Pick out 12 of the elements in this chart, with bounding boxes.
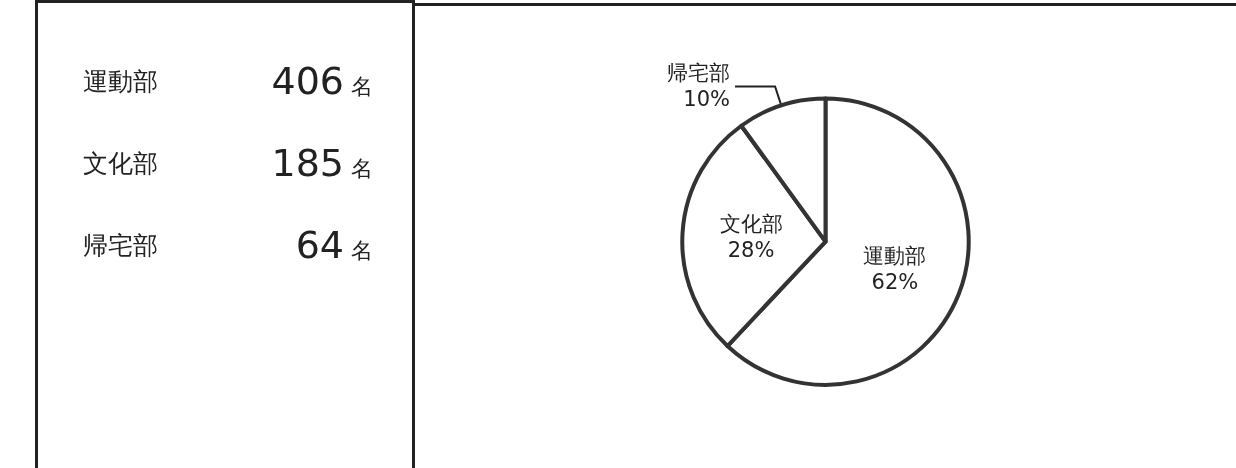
category-label: 帰宅部 (83, 229, 158, 262)
data-label: 406 名 (271, 59, 373, 103)
data-label: 62% (871, 270, 919, 295)
data-label: 64 名 (295, 223, 373, 267)
slice-label: 運動部 (863, 244, 927, 269)
category-label: 文化部 (83, 147, 158, 180)
data-label: 185 名 (271, 141, 373, 185)
data-label: 10% (683, 87, 731, 112)
slice-label: 文化部 (719, 211, 783, 236)
category-label: 運動部 (83, 65, 158, 98)
data-label: 28% (727, 237, 775, 262)
slice-label: 帰宅部 (667, 61, 731, 86)
